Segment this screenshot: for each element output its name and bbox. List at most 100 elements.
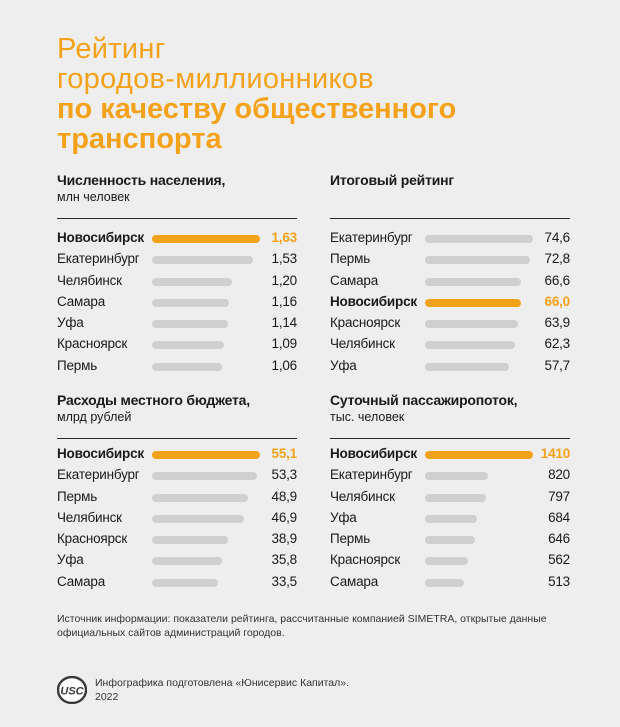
bar [425,472,488,481]
bar-track [425,256,533,265]
panel-budget: Расходы местного бюджета, млрд рублей Но… [57,392,297,593]
bar-track [425,578,533,587]
bar-row: Пермь 1,06 [57,356,297,377]
bar-track [152,256,260,265]
category-label: Новосибирск [57,230,144,245]
bar-track [152,362,260,371]
bar [152,277,232,286]
value-label: 48,9 [271,488,298,504]
bar-track [425,235,533,243]
credit: Инфографика подготовлена «Юнисервис Капи… [95,676,415,704]
category-label: Самара [330,272,379,288]
category-label: Челябинск [330,336,395,352]
bar-row: Красноярск 63,9 [330,313,570,334]
bar [425,514,478,523]
value-label: 1,20 [271,272,298,288]
category-label: Красноярск [330,315,401,331]
bar-track [152,235,260,243]
value-label: 513 [548,573,570,589]
bar [425,557,468,566]
bar [152,514,244,523]
credit-line-1: Инфографика подготовлена «Юнисервис Капи… [95,677,350,689]
bar-row: Новосибирск 1410 [330,444,570,465]
title-line-3: по качеству общественного [57,93,457,125]
bar-row: Уфа 1,14 [57,313,297,334]
value-label: 63,9 [544,315,571,331]
bar [152,472,257,481]
bar-track [425,493,533,502]
bar-row: Красноярск 562 [330,550,570,571]
bar [152,235,260,243]
bar-row: Екатеринбург 820 [330,465,570,486]
panel-title: Суточный пассажиропоток, [330,392,518,408]
bar [152,557,223,566]
bar-track [152,451,260,459]
bar-row: Челябинск 1,20 [57,271,297,292]
value-label: 57,7 [544,357,571,373]
value-label: 1,14 [271,315,298,331]
bar-row: Челябинск 797 [330,487,570,508]
value-label: 46,9 [271,509,298,525]
category-label: Новосибирск [57,446,144,461]
bar-row: Самара 33,5 [57,572,297,593]
category-label: Красноярск [330,552,401,568]
category-label: Новосибирск [330,293,417,309]
value-label: 1,53 [271,251,298,267]
bar [152,536,229,545]
bar [425,277,522,286]
panel-header: Расходы местного бюджета, млрд рублей [57,392,297,440]
category-label: Самара [57,573,106,589]
panel-divider [57,438,297,439]
value-label: 684 [548,509,570,525]
bar [425,536,475,545]
value-label: 35,8 [271,552,298,568]
bar [425,256,531,265]
bar-track [425,341,533,350]
category-label: Пермь [57,488,98,504]
bar-row: Уфа 684 [330,508,570,529]
value-label: 38,9 [271,531,298,547]
category-label: Красноярск [57,336,128,352]
panel-subtitle: млн человек [57,190,130,204]
bar-rows: Екатеринбург 74,6 Пермь 72,8 Самара 66,6 Новос… [330,228,570,377]
value-label: 53,3 [271,467,298,483]
category-label: Новосибирск [330,446,417,461]
value-label: 1,06 [271,357,298,373]
bar-track [425,536,533,545]
bar [152,341,225,350]
bar-track [152,493,260,502]
panel-title: Итоговый рейтинг [330,172,455,188]
category-label: Екатеринбург [330,230,413,245]
bar-track [425,557,533,566]
bar-track [425,472,533,481]
panel-passenger-flow: Суточный пассажиропоток, тыс. человек Но… [330,392,570,593]
bar-track [152,298,260,307]
panel-header: Итоговый рейтинг [330,172,570,220]
logo-text: USC [60,686,84,698]
bar-track [425,514,533,523]
category-label: Пермь [330,251,371,267]
usc-logo-icon: USC [57,676,87,704]
source-note: Источник информации: показатели рейтинга… [57,613,547,639]
panel-divider [330,218,570,219]
bar-row: Пермь 72,8 [330,249,570,270]
bar [152,298,229,307]
category-label: Пермь [57,357,98,373]
panel-subtitle: тыс. человек [330,410,405,424]
bar-row: Челябинск 46,9 [57,508,297,529]
value-label: 562 [548,552,570,568]
value-label: 646 [548,531,570,547]
bar [425,578,465,587]
category-label: Уфа [330,509,357,525]
bar [152,493,248,502]
value-label: 72,8 [544,251,571,267]
bar-track [152,536,260,545]
bar [425,362,509,371]
value-label: 820 [548,467,570,483]
infographic-title: Рейтинг городов-миллионников по качеству… [57,34,456,154]
bar [152,578,218,587]
bar-track [152,514,260,523]
bar-track [152,472,260,481]
value-label: 797 [548,488,570,504]
value-label: 33,5 [271,573,298,589]
